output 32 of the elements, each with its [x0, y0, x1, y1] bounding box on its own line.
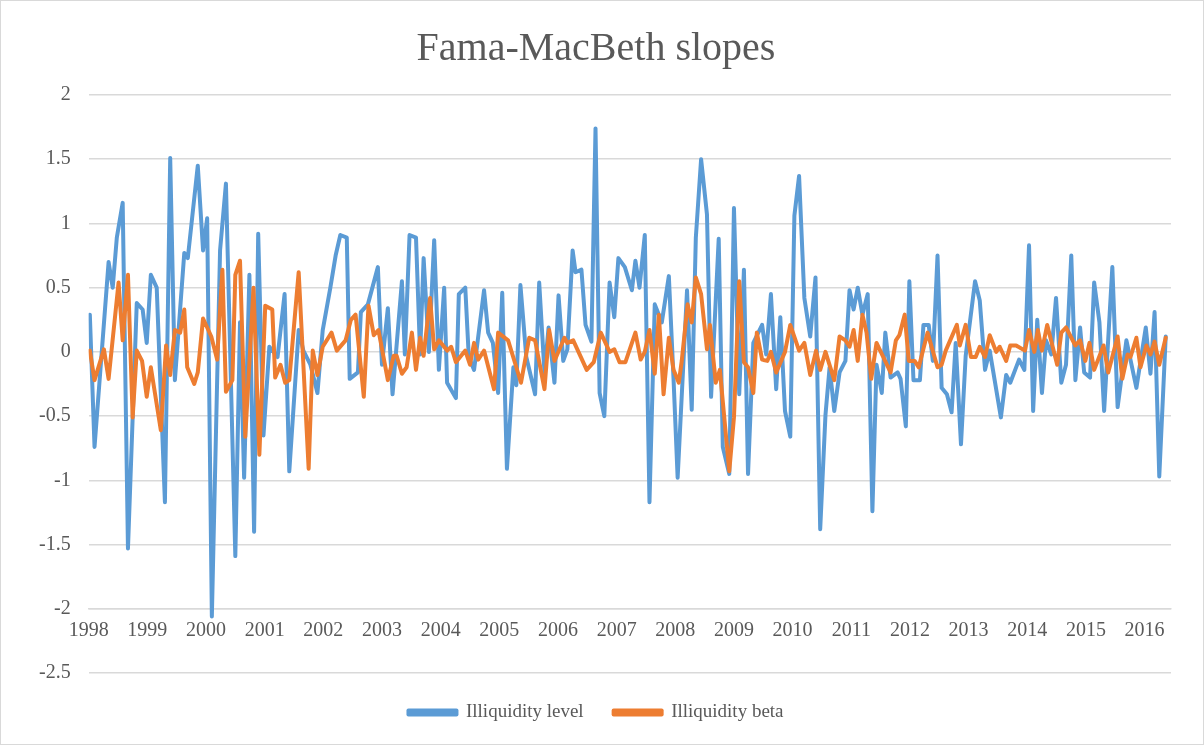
y-tick-label: -1.5 — [38, 531, 71, 554]
x-tick-label: 2001 — [244, 618, 285, 641]
x-tick-label: 2015 — [1065, 618, 1106, 641]
y-tick-label: 0 — [60, 339, 71, 362]
x-tick-label: 2002 — [303, 618, 344, 641]
legend-label: Illiquidity beta — [671, 700, 785, 722]
x-tick-label: 2009 — [713, 618, 754, 641]
x-tick-label: 2011 — [831, 618, 871, 641]
y-tick-label: -1 — [53, 467, 71, 490]
x-tick-label: 1999 — [127, 618, 168, 641]
x-tick-label: 2012 — [889, 618, 930, 641]
x-tick-label: 2016 — [1124, 618, 1165, 641]
x-tick-label: 2007 — [596, 618, 637, 641]
x-tick-label: 2008 — [655, 618, 696, 641]
chart-title: Fama-MacBeth slopes — [416, 23, 776, 69]
y-tick-label: 2 — [60, 82, 71, 105]
y-tick-label: -0.5 — [38, 403, 71, 426]
x-tick-label: 2013 — [948, 618, 989, 641]
y-tick-label: -2 — [53, 596, 71, 619]
x-tick-label: 2006 — [537, 618, 578, 641]
x-tick-label: 1998 — [68, 618, 109, 641]
y-tick-label: -2.5 — [38, 660, 71, 683]
y-tick-label: 1.5 — [45, 146, 71, 169]
x-tick-label: 2000 — [185, 618, 226, 641]
x-tick-label: 2014 — [1007, 618, 1048, 641]
x-tick-label: 2005 — [479, 618, 520, 641]
x-tick-label: 2010 — [772, 618, 813, 641]
x-tick-label: 2004 — [420, 618, 461, 641]
legend-label: Illiquidity level — [465, 700, 584, 722]
x-tick-label: 2003 — [361, 618, 402, 641]
y-tick-label: 0.5 — [45, 274, 71, 297]
y-tick-label: 1 — [60, 210, 71, 233]
